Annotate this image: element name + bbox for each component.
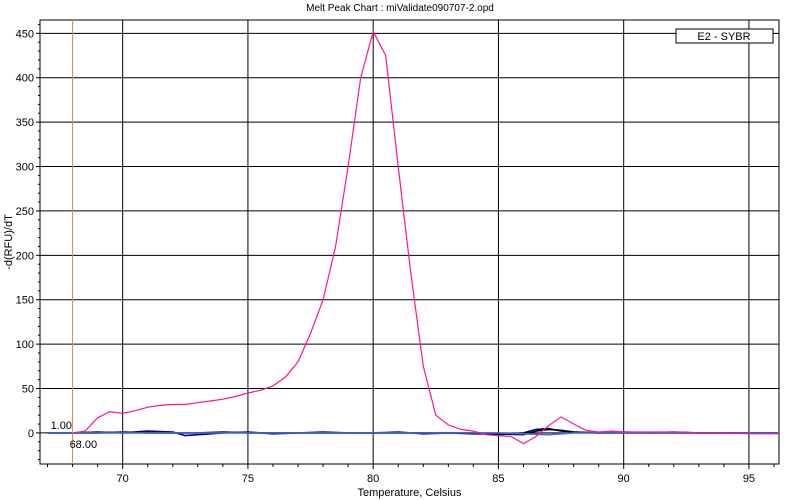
legend: E2 - SYBR: [675, 28, 774, 44]
series-line-e2-sybr: [72, 29, 779, 445]
y-tick-label: 100: [16, 339, 34, 351]
y-tick-label: 350: [16, 117, 34, 129]
marker-y-readout: 1.00: [51, 420, 72, 432]
x-axis-label: Temperature, Celsius: [358, 487, 462, 499]
x-tick-label: 70: [117, 473, 129, 485]
y-tick-label: 50: [22, 384, 34, 396]
legend-entry-e2-sybr: E2 - SYBR: [697, 31, 750, 43]
x-tick-label: 75: [242, 473, 254, 485]
x-tick-label: 80: [367, 473, 379, 485]
axis-ticks: 70 75 80 85 90 95 0 50 100 150 200 250 300 350 400 450: [16, 23, 775, 485]
x-tick-label: 90: [618, 473, 630, 485]
grid-lines: [40, 20, 779, 464]
series-layer: [47, 29, 779, 445]
baseline-series-line: [47, 432, 779, 436]
y-tick-label: 450: [16, 28, 34, 40]
y-tick-label: 400: [16, 73, 34, 85]
y-tick-label: 150: [16, 295, 34, 307]
legend-box: [675, 28, 774, 44]
marker-layer: 68.00 1.00: [51, 20, 98, 464]
y-tick-label: 250: [16, 206, 34, 218]
y-tick-label: 300: [16, 162, 34, 174]
y-tick-label: 0: [28, 428, 34, 440]
chart-title: Melt Peak Chart : miValidate090707-2.opd: [306, 3, 494, 14]
y-axis-label: -d(RFU)/dT: [3, 214, 15, 270]
y-tick-label: 200: [16, 250, 34, 262]
x-tick-label: 95: [743, 473, 755, 485]
marker-x-readout: 68.00: [70, 439, 98, 451]
plot-area: [39, 19, 780, 465]
x-tick-label: 85: [492, 473, 504, 485]
